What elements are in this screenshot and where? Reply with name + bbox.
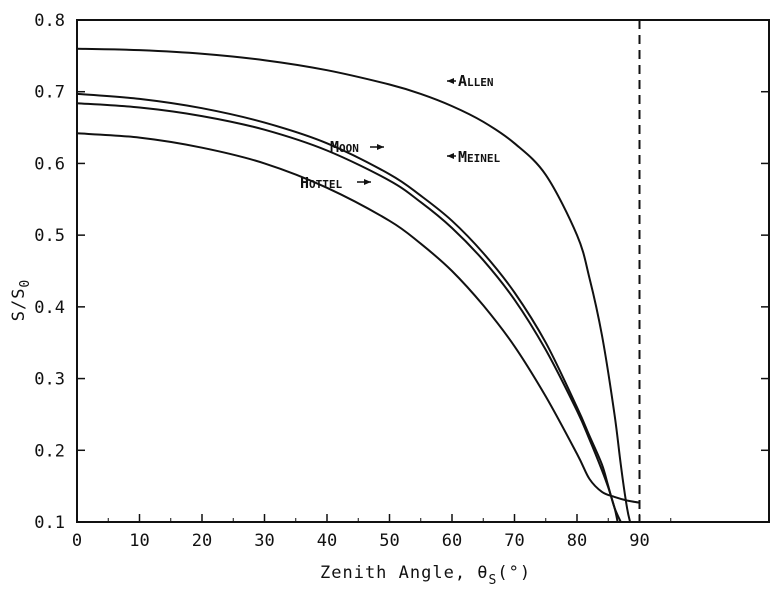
annotation-arrowhead-hottel (364, 179, 371, 185)
annotation-hottel: Hottel (300, 174, 343, 192)
series-line-allen (76, 47, 632, 523)
y-tick-label: 0.5 (34, 226, 65, 246)
x-tick-label: 90 (629, 531, 649, 551)
annotation-meinel: Meinel (458, 148, 501, 166)
x-tick-label: 0 (72, 531, 82, 551)
annotation-arrowhead-allen (447, 78, 454, 84)
y-tick-label: 0.2 (34, 441, 65, 461)
x-axis-title-sub: S (489, 573, 498, 588)
annotation-allen: Allen (458, 72, 494, 90)
y-tick-label: 0.6 (34, 154, 65, 174)
annotation-moon: Moon (330, 138, 359, 156)
x-tick-label: 40 (317, 531, 337, 551)
x-tick-label: 30 (254, 531, 274, 551)
x-axis-title-unit: (°) (497, 563, 531, 583)
x-tick-label: 10 (129, 531, 149, 551)
x-tick-label: 80 (567, 531, 587, 551)
y-axis-title: S/S0 (9, 279, 33, 322)
x-axis-title-main: Zenith Angle, θ (320, 563, 489, 583)
series-curves (76, 47, 640, 523)
y-tick-label: 0.7 (34, 83, 65, 103)
y-axis-title-main: S/S (9, 288, 29, 322)
series-line-meinel (76, 92, 622, 523)
y-tick-label: 0.1 (34, 513, 65, 533)
y-axis-ticks: 0.1 0.2 0.3 0.4 0.5 0.6 0.7 0.8 (34, 11, 769, 533)
x-tick-label: 60 (442, 531, 462, 551)
y-axis-title-sub: 0 (18, 279, 33, 288)
series-annotations: Allen Meinel Moon Hottel (300, 72, 501, 192)
x-tick-label: 70 (504, 531, 524, 551)
x-tick-label: 20 (192, 531, 212, 551)
plot-frame (76, 19, 770, 523)
y-tick-label: 0.8 (34, 11, 65, 31)
series-line-hottel (76, 132, 640, 504)
y-tick-label: 0.3 (34, 370, 65, 390)
series-line-moon (76, 102, 619, 523)
annotation-arrowhead-meinel (447, 153, 454, 159)
annotation-arrowhead-moon (377, 144, 384, 150)
y-tick-label: 0.4 (34, 298, 65, 318)
x-tick-label: 50 (379, 531, 399, 551)
x-axis-ticks: 0 10 20 30 40 50 60 70 80 90 (72, 514, 672, 551)
x-axis-title: Zenith Angle, θS(°) (320, 563, 531, 588)
